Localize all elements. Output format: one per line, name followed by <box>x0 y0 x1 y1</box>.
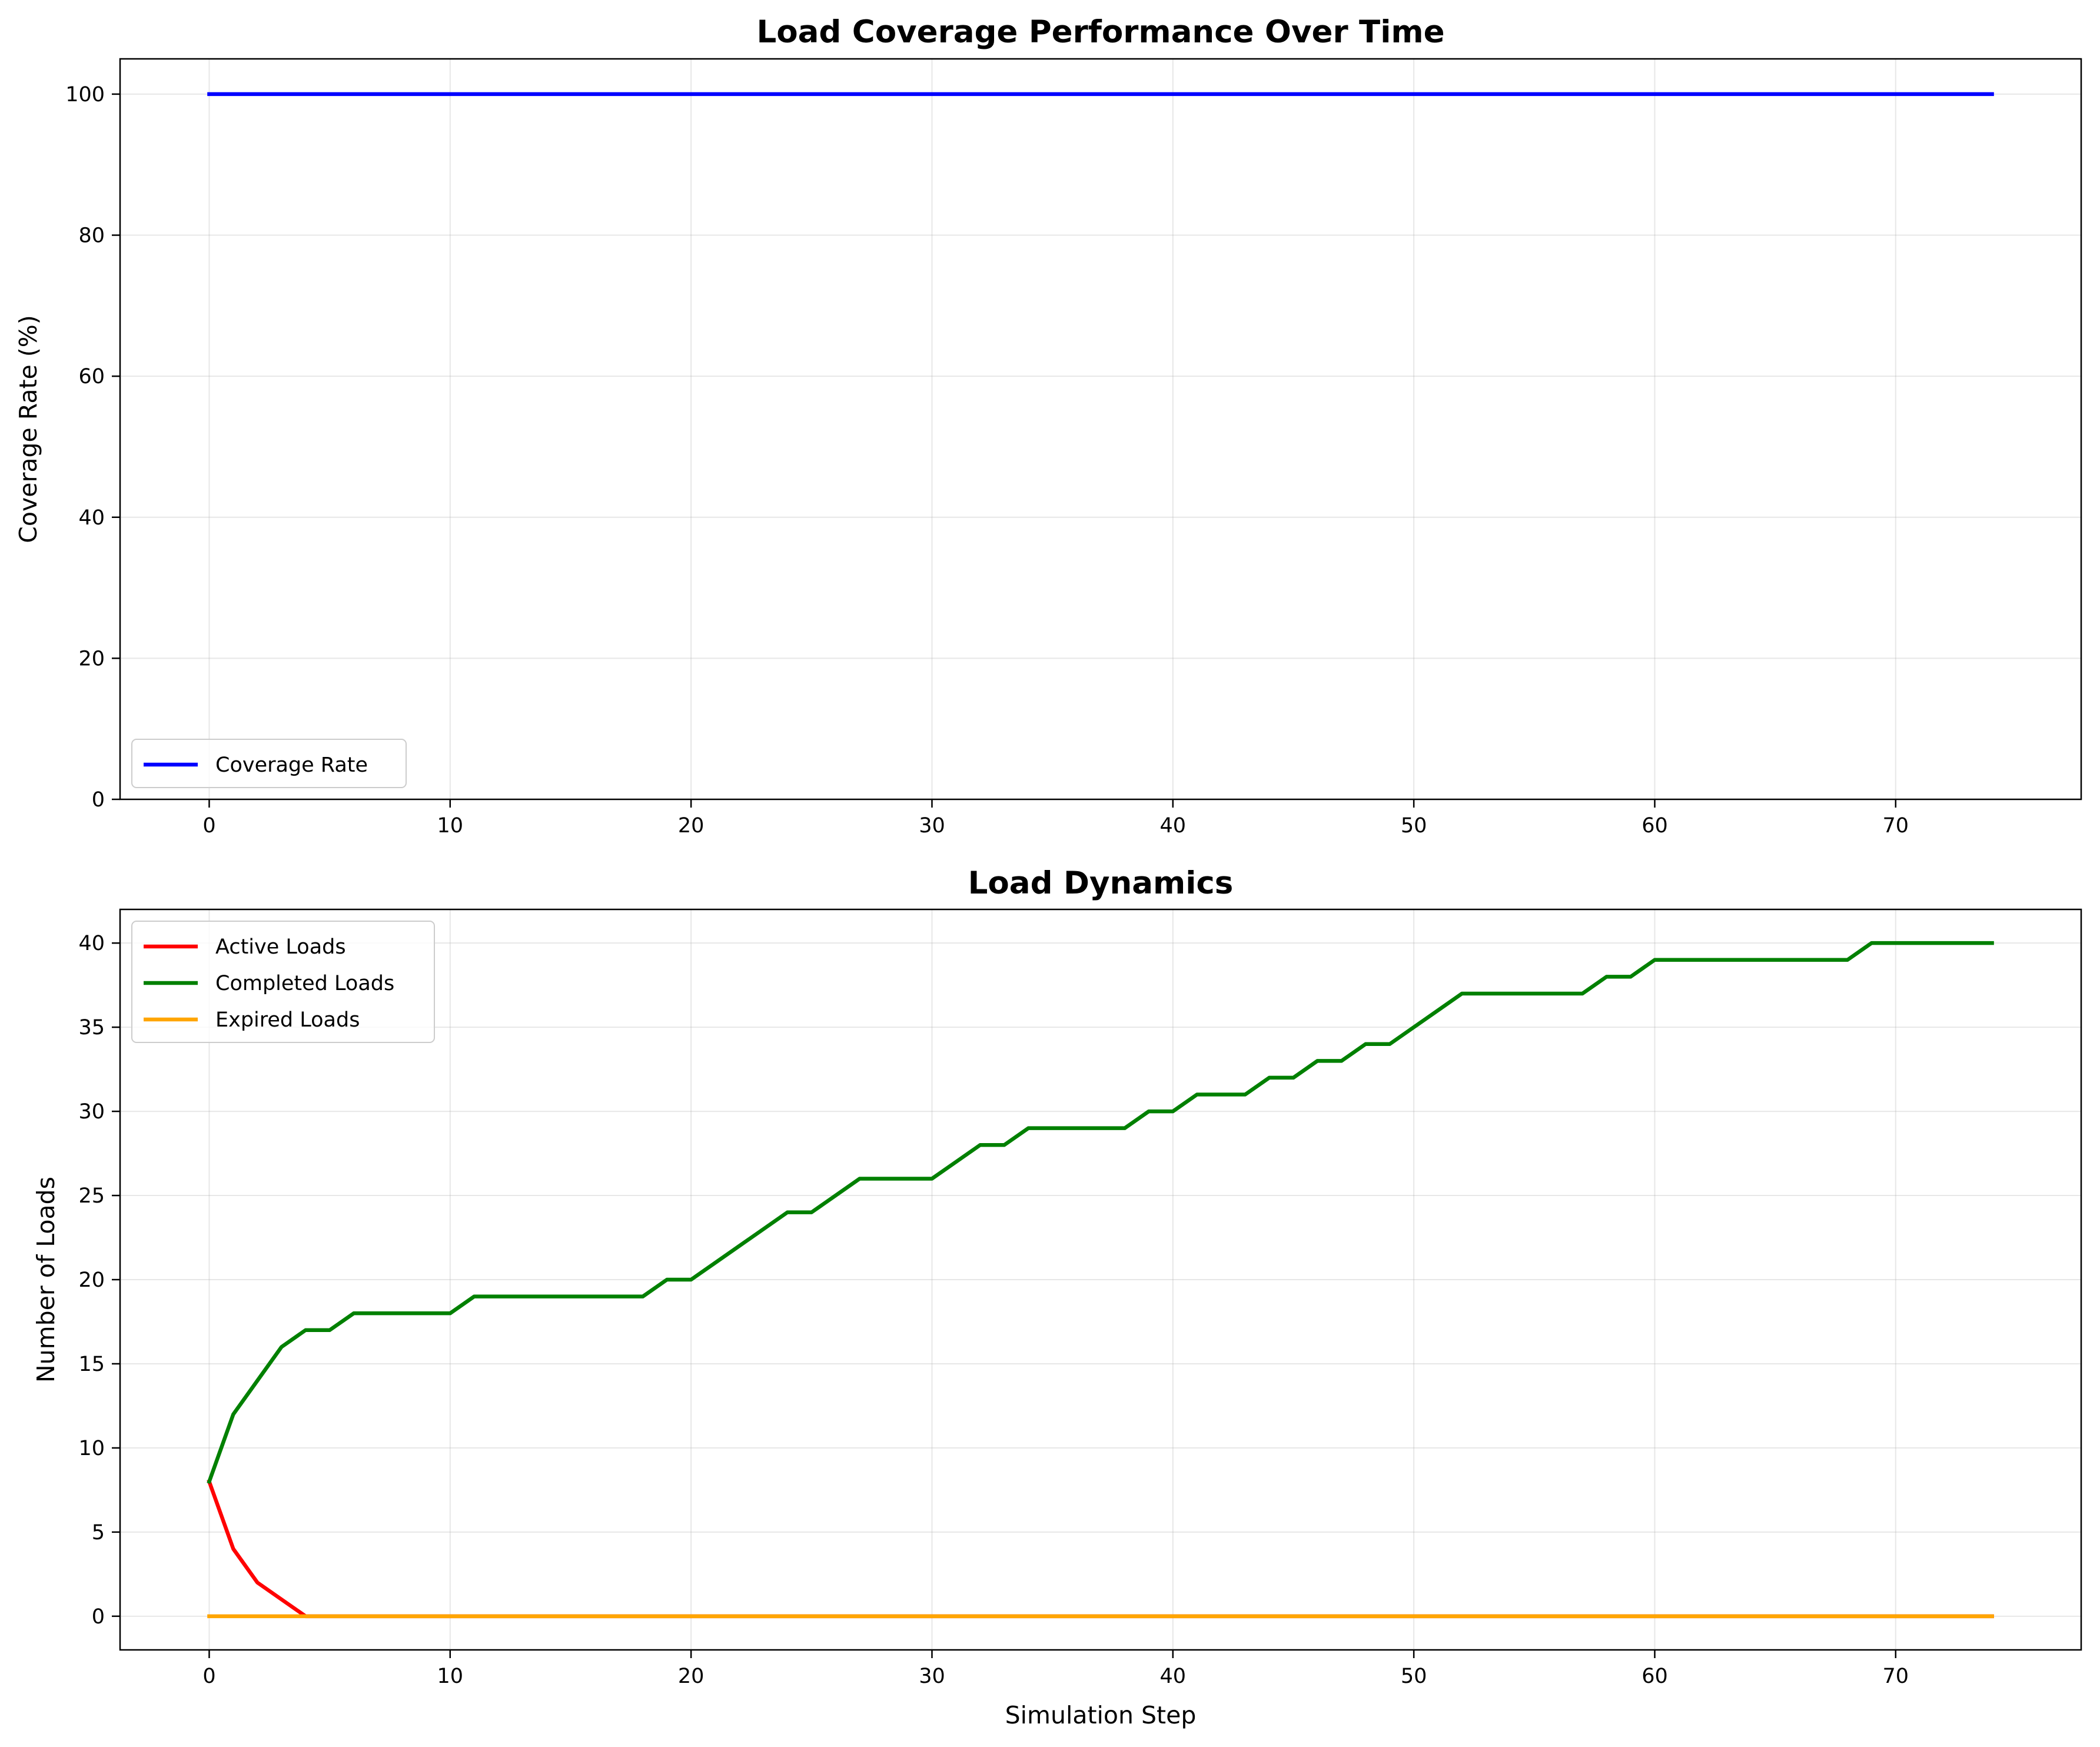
y-tick-label: 0 <box>92 1605 105 1629</box>
x-tick-label: 40 <box>1160 1665 1187 1688</box>
x-tick-label: 20 <box>678 814 705 838</box>
coverage-panel: 0 10 20 30 40 50 60 70 0 20 40 60 80 100 Load Coverage… <box>14 14 2082 838</box>
y-axis-label: Coverage Rate (%) <box>14 315 42 543</box>
x-tick-label: 50 <box>1401 814 1427 838</box>
legend-box <box>131 921 435 1043</box>
y-tick-label: 40 <box>78 506 105 530</box>
x-tick-label: 50 <box>1401 1665 1427 1688</box>
chart-title: Load Coverage Performance Over Time <box>756 14 1444 50</box>
chart-title: Load Dynamics <box>968 865 1234 901</box>
x-tick-label: 60 <box>1642 1665 1668 1688</box>
x-tick-label: 30 <box>919 814 945 838</box>
y-tick-label: 0 <box>92 788 105 812</box>
x-tick-label: 60 <box>1642 814 1668 838</box>
y-tick-label: 40 <box>78 932 105 955</box>
y-tick-label: 20 <box>78 647 105 670</box>
x-axis-label: Simulation Step <box>1005 1701 1197 1729</box>
y-tick-label: 80 <box>78 224 105 248</box>
legend: Active Loads Completed Loads Expired Loads <box>131 921 435 1043</box>
series-line-completed-loads <box>207 941 1994 1484</box>
legend-label: Active Loads <box>215 935 346 959</box>
y-tick-label: 100 <box>65 83 105 107</box>
y-tick-label: 35 <box>78 1016 105 1039</box>
legend-box <box>131 739 407 788</box>
x-tick-label: 20 <box>678 1665 705 1688</box>
legend-label: Coverage Rate <box>215 753 368 777</box>
y-tick-label: 5 <box>92 1521 105 1545</box>
y-tick-label: 25 <box>78 1184 105 1208</box>
x-tick-label: 70 <box>1883 1665 1909 1688</box>
x-tick-label: 70 <box>1883 814 1909 838</box>
legend-label: Expired Loads <box>215 1008 360 1032</box>
plot-frame <box>119 58 2082 801</box>
y-tick-label: 20 <box>78 1268 105 1292</box>
x-tick-label: 30 <box>919 1665 945 1688</box>
x-tick-label: 10 <box>437 1665 464 1688</box>
series-line-active-loads <box>207 1479 1994 1619</box>
y-axis-label: Number of Loads <box>32 1177 60 1383</box>
y-tick-label: 10 <box>78 1437 105 1460</box>
x-tick-label: 0 <box>202 814 215 838</box>
load-dynamics-panel: 0 10 20 30 40 50 60 70 0 5 10 15 20 25 30 35 40 Load Dyna… <box>32 865 2082 1729</box>
gridlines <box>120 59 2081 800</box>
x-tick-label: 0 <box>202 1665 215 1688</box>
legend-label: Completed Loads <box>215 972 394 995</box>
y-tick-label: 15 <box>78 1353 105 1376</box>
y-tick-label: 60 <box>78 365 105 388</box>
x-tick-label: 10 <box>437 814 464 838</box>
y-tick-label: 30 <box>78 1100 105 1124</box>
x-tick-label: 40 <box>1160 814 1187 838</box>
legend: Coverage Rate <box>131 739 407 788</box>
